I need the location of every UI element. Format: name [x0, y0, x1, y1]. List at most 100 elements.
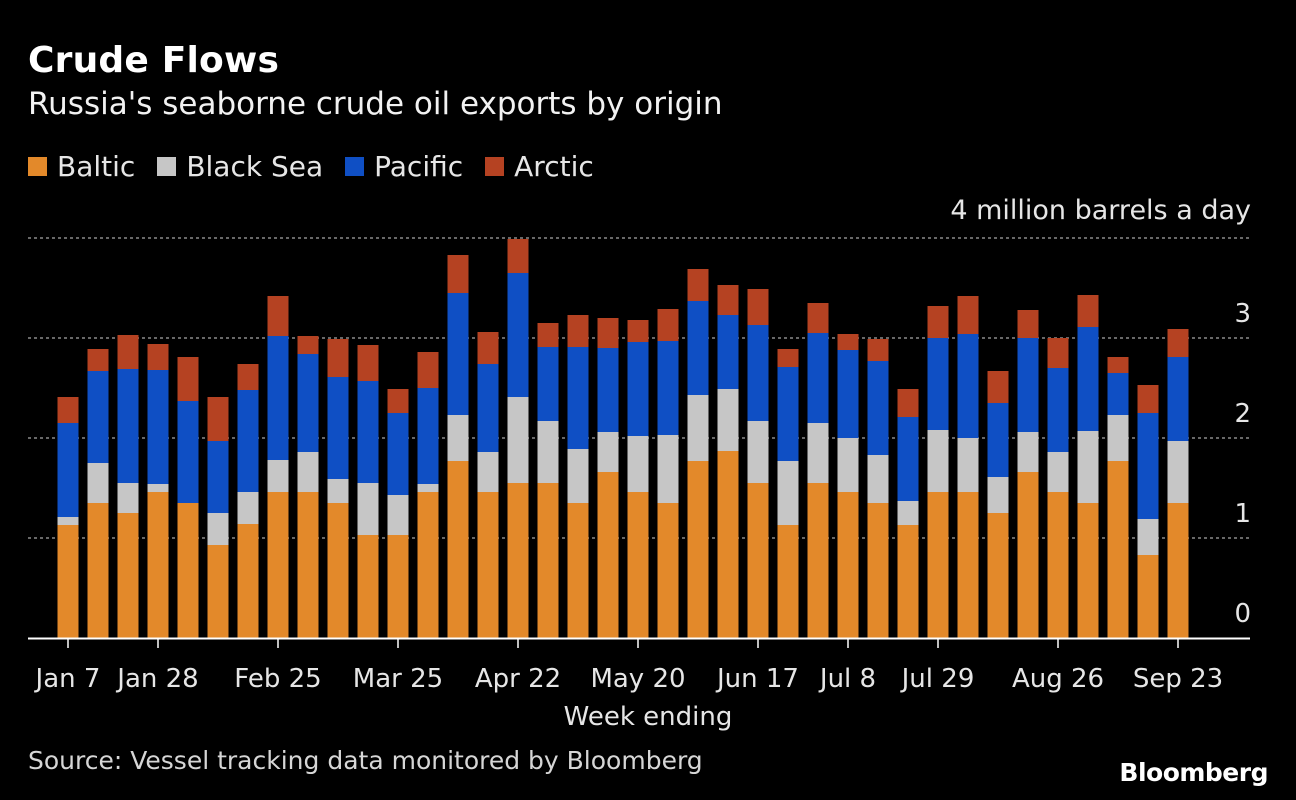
bar-pacific-26: [837, 350, 859, 438]
y-unit-label: 4 million barrels a day: [950, 195, 1251, 226]
bar-baltic-14: [477, 492, 499, 638]
bar-baltic-30: [957, 492, 979, 638]
bar-pacific-9: [327, 377, 349, 479]
bar-black-sea-5: [207, 513, 229, 545]
bar-pacific-23: [747, 325, 769, 421]
bar-pacific-31: [987, 403, 1009, 477]
bar-baltic-37: [1167, 503, 1189, 638]
bar-pacific-6: [237, 390, 259, 492]
bar-arctic-26: [837, 334, 859, 350]
bar-black-sea-3: [147, 484, 169, 492]
bar-baltic-21: [687, 461, 709, 638]
bar-pacific-0: [57, 423, 79, 517]
legend-label-pacific: Pacific: [374, 150, 464, 183]
bar-pacific-3: [147, 370, 169, 484]
bar-arctic-15: [507, 239, 529, 273]
bar-arctic-30: [957, 296, 979, 334]
bar-arctic-7: [267, 296, 289, 336]
bar-black-sea-10: [357, 483, 379, 535]
bar-baltic-10: [357, 535, 379, 638]
bar-baltic-8: [297, 492, 319, 638]
bar-black-sea-28: [897, 501, 919, 525]
bar-pacific-22: [717, 315, 739, 389]
legend-label-black-sea: Black Sea: [186, 150, 324, 183]
bar-arctic-2: [117, 335, 139, 369]
bar-arctic-14: [477, 332, 499, 364]
legend-label-baltic: Baltic: [57, 150, 136, 183]
bar-black-sea-8: [297, 452, 319, 492]
bar-pacific-37: [1167, 357, 1189, 441]
bar-black-sea-14: [477, 452, 499, 492]
x-axis-title: Week ending: [564, 702, 733, 732]
bar-pacific-7: [267, 336, 289, 460]
bar-arctic-23: [747, 289, 769, 325]
bar-baltic-7: [267, 492, 289, 638]
bar-black-sea-16: [537, 421, 559, 483]
bar-arctic-4: [177, 357, 199, 401]
bar-pacific-35: [1107, 373, 1129, 415]
x-tick-label-29: Jul 29: [900, 664, 975, 694]
bar-pacific-36: [1137, 413, 1159, 519]
bar-pacific-19: [627, 342, 649, 436]
bar-black-sea-2: [117, 483, 139, 513]
source-note: Source: Vessel tracking data monitored b…: [28, 746, 703, 775]
bar-arctic-24: [777, 349, 799, 367]
bar-black-sea-31: [987, 477, 1009, 513]
bar-baltic-12: [417, 492, 439, 638]
bar-baltic-5: [207, 545, 229, 638]
bar-black-sea-26: [837, 438, 859, 492]
bar-black-sea-34: [1077, 431, 1099, 503]
bar-pacific-10: [357, 381, 379, 483]
bar-baltic-19: [627, 492, 649, 638]
bar-black-sea-13: [447, 415, 469, 461]
chart-subtitle: Russia's seaborne crude oil exports by o…: [28, 86, 723, 122]
bar-baltic-0: [57, 525, 79, 638]
bar-black-sea-9: [327, 479, 349, 503]
legend-item-baltic: Baltic: [28, 150, 135, 183]
bar-pacific-34: [1077, 327, 1099, 431]
y-tick-label-0: 0: [1234, 599, 1251, 629]
bar-pacific-17: [567, 347, 589, 449]
bar-pacific-24: [777, 367, 799, 461]
chart-title: Crude Flows: [28, 40, 280, 81]
bar-pacific-12: [417, 388, 439, 484]
bar-pacific-20: [657, 341, 679, 435]
bar-black-sea-15: [507, 397, 529, 483]
bar-pacific-29: [927, 338, 949, 430]
bar-baltic-34: [1077, 503, 1099, 638]
legend: Baltic Black Sea Pacific Arctic: [28, 150, 594, 183]
bar-black-sea-11: [387, 495, 409, 535]
bar-baltic-11: [387, 535, 409, 638]
legend-swatch-baltic: [28, 157, 47, 176]
bar-baltic-17: [567, 503, 589, 638]
bar-pacific-11: [387, 413, 409, 495]
bar-baltic-32: [1017, 472, 1039, 638]
bar-arctic-18: [597, 318, 619, 348]
bar-pacific-27: [867, 361, 889, 455]
legend-item-black-sea: Black Sea: [157, 150, 323, 183]
x-tick-label-23: Jun 17: [715, 664, 799, 694]
bar-pacific-28: [897, 417, 919, 501]
chart-plot-area: 0 1 2 3 4 million barrels a day Jan 7 Jan 28 Fe…: [28, 195, 1251, 732]
legend-item-arctic: Arctic: [485, 150, 594, 183]
bar-arctic-33: [1047, 338, 1069, 368]
bar-baltic-2: [117, 513, 139, 638]
bar-black-sea-21: [687, 395, 709, 461]
bar-pacific-21: [687, 301, 709, 395]
bar-baltic-23: [747, 483, 769, 638]
bloomberg-logo: Bloomberg: [1119, 758, 1268, 787]
bar-arctic-9: [327, 339, 349, 377]
x-tick-label-11: Mar 25: [353, 664, 443, 694]
bar-baltic-4: [177, 503, 199, 638]
bar-black-sea-7: [267, 460, 289, 492]
y-tick-label-2: 2: [1234, 399, 1251, 429]
bar-pacific-25: [807, 333, 829, 423]
bar-black-sea-23: [747, 421, 769, 483]
bar-arctic-0: [57, 397, 79, 423]
bar-baltic-15: [507, 483, 529, 638]
bar-black-sea-30: [957, 438, 979, 492]
bar-black-sea-33: [1047, 452, 1069, 492]
bar-pacific-8: [297, 354, 319, 452]
bar-arctic-34: [1077, 295, 1099, 327]
bar-arctic-16: [537, 323, 559, 347]
